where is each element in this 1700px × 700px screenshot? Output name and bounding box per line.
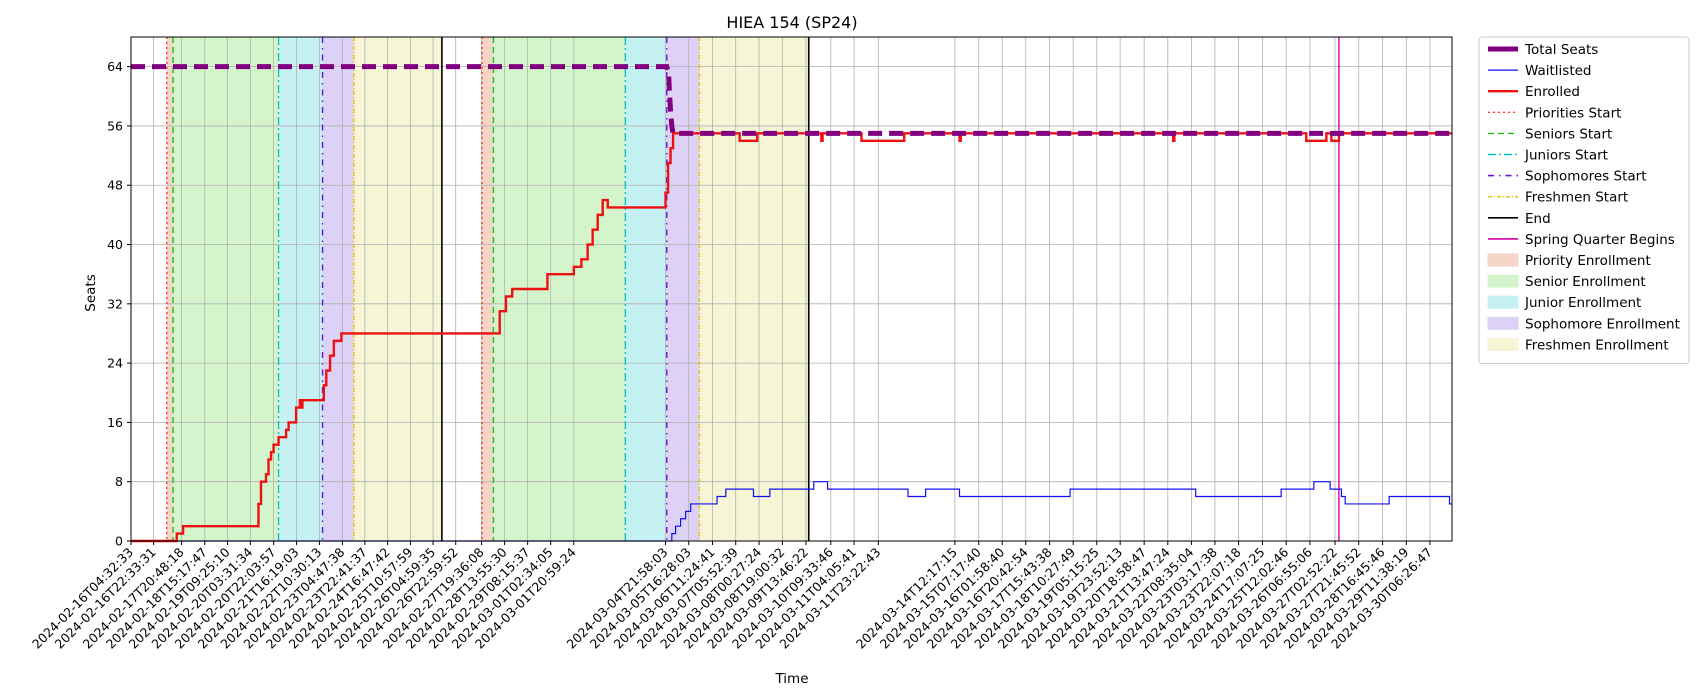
enrollment-periods	[166, 37, 809, 541]
legend-label-total-seats: Total Seats	[1524, 42, 1598, 58]
y-tick-label: 48	[107, 178, 123, 193]
legend-label-spring-quarter-begins: Spring Quarter Begins	[1525, 232, 1675, 248]
priority-enrollment-band	[482, 37, 494, 541]
junior-enrollment-band	[625, 37, 667, 541]
plot-frame	[130, 36, 1453, 542]
senior-enrollment-band	[173, 37, 279, 541]
legend-label-seniors-start: Seniors Start	[1525, 126, 1612, 142]
legend-label-junior-enrollment: Junior Enrollment	[1524, 295, 1641, 311]
legend-label-waitlisted: Waitlisted	[1525, 63, 1592, 79]
legend-label-sophomore-enrollment: Sophomore Enrollment	[1525, 316, 1680, 332]
legend-label-enrolled: Enrolled	[1525, 84, 1580, 100]
y-axis-label: Seats	[83, 274, 99, 311]
legend-label-juniors-start: Juniors Start	[1524, 148, 1608, 164]
legend-label-freshmen-enrollment: Freshmen Enrollment	[1525, 337, 1669, 353]
axes: 08162432404856642024-02-16T04:32:332024-…	[29, 36, 1453, 652]
y-tick-label: 8	[115, 474, 123, 489]
priority-enrollment-band	[166, 37, 174, 541]
y-tick-label: 64	[107, 59, 123, 74]
legend-swatch-junior-enrollment	[1487, 295, 1519, 309]
y-tick-label: 32	[107, 296, 123, 311]
legend-label-sophomores-start: Sophomores Start	[1525, 169, 1647, 185]
freshmen-enrollment-band	[353, 37, 442, 541]
waitlisted-series	[131, 481, 1452, 542]
y-tick-label: 0	[115, 534, 123, 549]
legend-label-priorities-start: Priorities Start	[1525, 105, 1621, 121]
legend-swatch-senior-enrollment	[1487, 274, 1519, 288]
x-axis-label: Time	[774, 671, 808, 687]
legend-label-priority-enrollment: Priority Enrollment	[1525, 253, 1651, 269]
y-tick-label: 16	[107, 415, 123, 430]
period-start-lines	[166, 37, 1340, 541]
legend-swatch-priority-enrollment	[1487, 253, 1519, 267]
y-tick-label: 24	[107, 356, 123, 371]
grid	[130, 37, 1452, 542]
legend-label-senior-enrollment: Senior Enrollment	[1525, 274, 1646, 290]
legend-label-freshmen-start: Freshmen Start	[1525, 190, 1628, 206]
legend-box	[1478, 36, 1690, 364]
data-series	[131, 64, 1452, 543]
sophomore-enrollment-band	[322, 37, 354, 541]
chart-title: HIEA 154 (SP24)	[726, 13, 857, 32]
legend-swatch-freshmen-enrollment	[1487, 337, 1519, 351]
junior-enrollment-band	[278, 37, 323, 541]
freshmen-enrollment-band	[699, 37, 809, 541]
y-tick-label: 56	[107, 118, 123, 133]
sophomore-enrollment-band	[666, 37, 700, 541]
total-seats-series	[131, 64, 1452, 136]
legend: Total Seats Waitlisted Enrolled Priorities …	[1478, 36, 1690, 364]
legend-label-end: End	[1525, 211, 1551, 227]
y-tick-label: 40	[107, 237, 123, 252]
legend-swatch-sophomore-enrollment	[1487, 316, 1519, 330]
